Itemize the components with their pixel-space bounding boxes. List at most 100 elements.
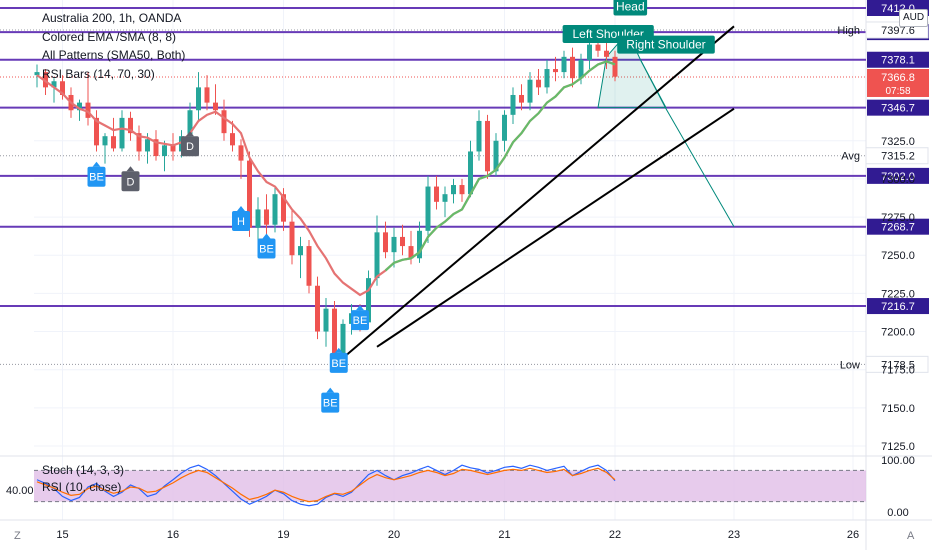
level-label-2: 7378.1 [881,55,915,67]
candle-body-12 [136,133,142,152]
candle-body-47 [434,186,439,202]
candle-body-21 [213,102,218,111]
candle-body-66 [595,44,601,51]
oscillator-left-value: 40.00 [6,485,34,497]
candle-body-67 [604,50,609,57]
candle-body-11 [128,117,133,134]
y-tick-4: 7225.0 [881,288,915,300]
stoch-line [36,464,616,507]
candle-body-2 [51,81,57,88]
legend-rsi-bars[interactable]: RSI Bars (14, 70, 30) [42,66,155,81]
x-tick-6: 23 [728,529,740,541]
candle-body-29 [281,194,286,222]
legend-rsi[interactable]: RSI (10, close) [42,480,122,494]
candle-body-33 [315,285,320,332]
candle-body-41 [383,232,388,253]
candle-body-65 [587,44,592,60]
signal-badge-3 [232,210,250,231]
candle-body-19 [196,87,201,111]
timezone-button[interactable]: Z [14,530,21,542]
countdown-label: 07:58 [885,86,910,97]
signal-label-2: D [186,141,194,153]
candle-body-20 [204,87,210,103]
candle-body-0 [34,72,40,76]
candle-body-68 [612,56,618,77]
signal-label-7: BE [323,398,338,410]
candle-body-30 [289,221,295,256]
candle-body-27 [264,209,269,225]
x-tick-5: 22 [609,529,621,541]
trend-lines [333,25,735,366]
legend-patterns[interactable]: All Patterns (SMA50, Both) [42,48,186,62]
candle-body-49 [451,185,456,195]
candle-body-61 [553,69,558,73]
stat-name-high: High [837,25,860,37]
currency-badge[interactable]: AUD [899,9,928,27]
candle-body-26 [255,209,261,228]
y-tick-5: 7250.0 [881,250,915,262]
candle-body-3 [60,81,65,95]
level-tag-5 [867,218,929,235]
candle-body-18 [187,110,193,137]
signal-label-1: D [127,176,135,188]
y-tick-3: 7200.0 [881,327,915,339]
candle-body-5 [77,102,82,111]
osc-axis-1: 0.00 [887,507,908,519]
candle-body-58 [527,79,533,103]
candle-body-13 [145,139,150,152]
rsi-line [36,467,616,503]
candle-body-50 [459,185,465,195]
legend-stoch[interactable]: Stoch (14, 3, 3) [42,463,125,477]
pattern-label-bg-1 [613,0,648,16]
signal-badge-7 [321,392,340,413]
rsi-band [34,470,866,502]
signal-label-3: H [237,216,245,228]
ema-line [36,60,616,297]
candle-body-52 [476,120,482,152]
signal-arrow-2 [186,131,194,137]
oscillator-pane: 100.00 0.00 [34,455,915,519]
candle-body-43 [400,236,405,247]
candle-body-42 [391,236,397,253]
ema-line-up-path [384,60,616,272]
legend-symbol[interactable]: Australia 200, 1h, OANDA [42,11,182,25]
candle-body-16 [170,145,176,152]
auto-scale-button[interactable]: A [907,530,915,542]
stat-name-avg: Avg [841,151,860,163]
signal-arrow-4 [262,233,271,239]
candle-body-56 [510,94,516,115]
candle-body-6 [85,102,91,118]
level-tag-3 [867,99,929,116]
level-tag-6 [867,298,929,315]
current-price-tag [867,68,929,97]
stat-value-low: 7178.5 [881,359,915,371]
signal-badge-5 [351,310,369,331]
x-tick-1: 16 [167,529,179,541]
candle-body-31 [298,246,303,256]
x-tick-7: 26 [847,529,859,541]
stat-tag-avg [865,147,929,165]
candle-body-55 [502,114,507,141]
level-label-3: 7346.7 [881,103,915,115]
pattern-label-2: Right Shoulder [626,38,705,52]
y-tick-6: 7275.0 [881,212,915,224]
level-tag-2 [867,51,929,68]
candle-body-54 [493,140,499,172]
candle-body-51 [468,151,473,195]
stat-value-high: 7397.6 [881,25,915,37]
stat-tag-low [865,355,929,373]
trendline-1 [376,107,735,348]
level-label-6: 7216.7 [881,301,915,313]
signal-arrow-7 [326,387,335,393]
legend-ema[interactable]: Colored EMA /SMA (8, 8) [42,29,177,44]
signal-arrow-6 [334,347,343,353]
candle-body-15 [162,145,167,157]
candle-body-64 [578,59,584,79]
signal-label-5: BE [353,315,368,327]
signal-arrow-1 [126,166,135,172]
horizontal-levels [0,7,866,365]
candle-body-8 [102,136,108,146]
pattern-label-bg-2 [617,35,715,54]
